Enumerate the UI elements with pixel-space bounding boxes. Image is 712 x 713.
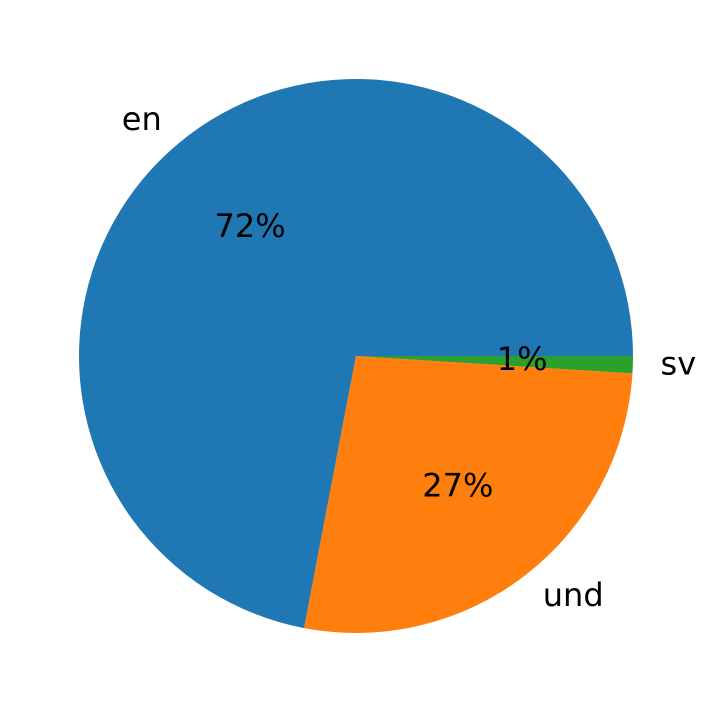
slice-label: und (543, 576, 604, 614)
value-label: 27% (422, 466, 493, 504)
pie-slice (304, 356, 633, 633)
slice-label: sv (661, 345, 697, 383)
value-label: 1% (497, 340, 548, 378)
value-label: 72% (214, 207, 285, 245)
pie-slice (78, 78, 633, 629)
slice-label: en (122, 100, 162, 138)
pie-slice (356, 356, 633, 374)
